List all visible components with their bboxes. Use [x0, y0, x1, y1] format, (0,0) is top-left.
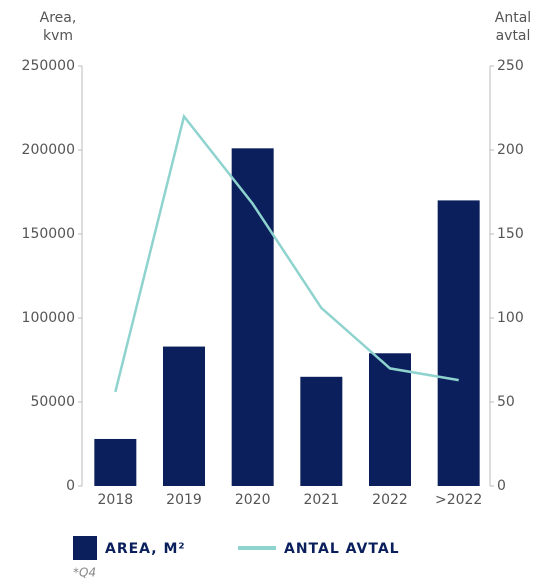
y-tick-label: 200000	[22, 142, 75, 158]
x-tick-label: 2019	[166, 492, 202, 508]
legend-swatch	[73, 536, 97, 560]
legend-label: ANTAL AVTAL	[284, 541, 400, 557]
y2-axis-label: Antal	[495, 10, 531, 26]
bar	[231, 148, 274, 486]
y2-tick-label: 100	[497, 310, 524, 326]
x-tick-label: 2020	[235, 492, 271, 508]
y-tick-label: 100000	[22, 310, 75, 326]
line	[114, 113, 459, 393]
legend-swatch	[238, 546, 276, 550]
bar	[369, 353, 411, 486]
bar	[437, 200, 480, 486]
x-tick-label: 2018	[98, 492, 134, 508]
y2-tick-label: 0	[497, 478, 506, 494]
bar	[94, 438, 137, 486]
y-tick-label: 250000	[22, 58, 75, 74]
y-tick-label: 50000	[30, 394, 75, 410]
y-axis-label: Area,	[40, 10, 77, 26]
y2-tick-label: 250	[497, 58, 524, 74]
bar	[300, 376, 343, 486]
y-axis-label: kvm	[43, 28, 73, 44]
y2-tick-label: 150	[497, 226, 524, 242]
y2-axis-label: avtal	[496, 28, 531, 44]
y-tick-label: 0	[66, 478, 75, 494]
x-tick-label: 2021	[304, 492, 340, 508]
bar	[163, 346, 205, 486]
y2-tick-label: 200	[497, 142, 524, 158]
x-tick-label: >2022	[435, 492, 482, 508]
x-tick-label: 2022	[372, 492, 408, 508]
footnote: *Q4	[73, 566, 96, 580]
legend-label: AREA, M²	[105, 541, 186, 557]
y-tick-label: 150000	[22, 226, 75, 242]
y2-tick-label: 50	[497, 394, 515, 410]
